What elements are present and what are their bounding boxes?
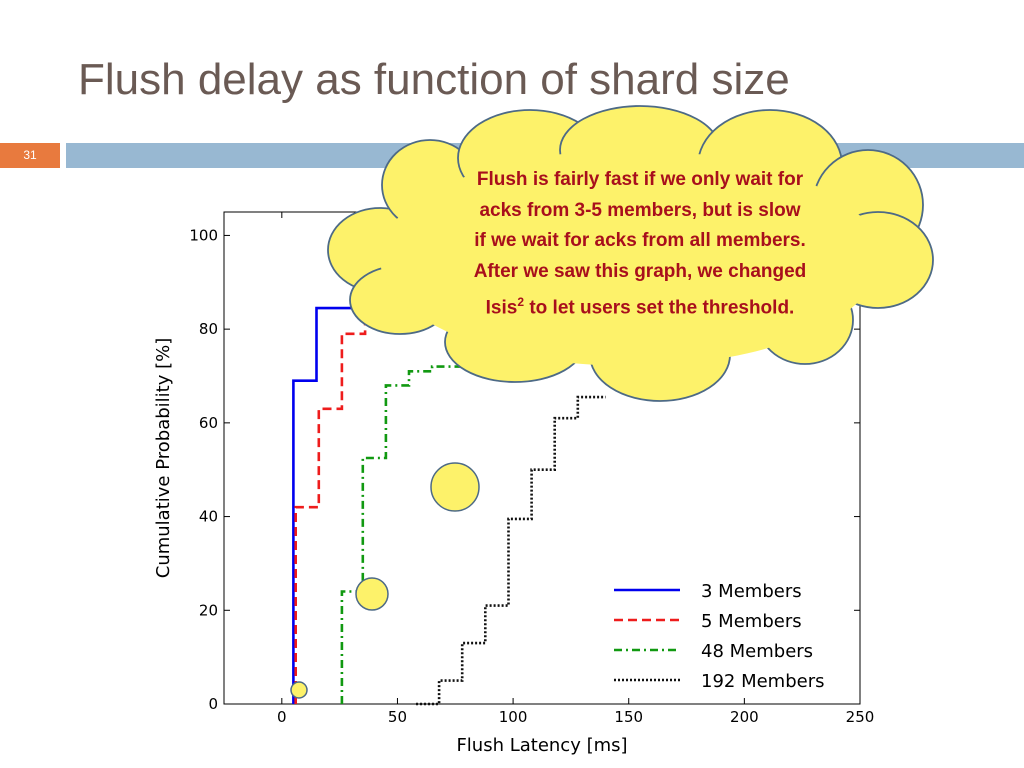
x-tick-label: 100	[499, 708, 528, 726]
x-tick-label: 250	[846, 708, 875, 726]
callout-line-5: Isis2 to let users set the threshold.	[420, 287, 860, 324]
x-tick-label: 150	[614, 708, 643, 726]
callout-line-5-rest: to let users set the threshold.	[524, 297, 795, 319]
x-axis-label: Flush Latency [ms]	[456, 735, 627, 756]
y-tick-label: 20	[199, 601, 218, 619]
callout-text: Flush is fairly fast if we only wait for…	[420, 165, 860, 324]
y-tick-label: 80	[199, 320, 218, 338]
thought-bubbles	[290, 462, 480, 699]
y-tick-label: 60	[199, 414, 218, 432]
legend-label: 5 Members	[701, 611, 802, 632]
thought-bubble-small	[290, 681, 308, 699]
callout-line-1: Flush is fairly fast if we only wait for	[476, 169, 804, 190]
thought-cloud-fill	[380, 150, 880, 366]
callout-line-2: acks from 3-5 members, but is slow	[479, 199, 801, 221]
y-axis-label: Cumulative Probability [%]	[153, 338, 174, 578]
legend-label: 3 Members	[701, 581, 802, 602]
series-line-4	[416, 395, 606, 706]
y-tick-label: 40	[199, 508, 218, 526]
slide-number-box	[0, 143, 60, 168]
thought-bubble-large	[430, 462, 480, 512]
callout-isis: Isis	[485, 297, 518, 319]
legend-label: 192 Members	[701, 671, 825, 692]
y-tick-label: 100	[189, 226, 218, 244]
slide-title: Flush delay as function of shard size	[78, 55, 790, 104]
slide-number: 31	[23, 148, 37, 162]
series-line-3	[340, 365, 467, 704]
x-tick-label: 200	[730, 708, 759, 726]
x-tick-label: 0	[277, 708, 287, 726]
series-line-1	[292, 306, 386, 704]
callout-superscript: 2	[517, 295, 525, 309]
callout-line-3: if we wait for acks from all members.	[474, 230, 806, 251]
x-tick-label: 50	[388, 708, 407, 726]
legend-label: 48 Members	[701, 641, 813, 662]
legend: 3 Members 5 Members 48 Members 192 Members	[614, 581, 825, 692]
thought-bubble-medium	[355, 577, 389, 611]
callout-line-4: After we saw this graph, we changed	[473, 260, 807, 282]
y-tick-label: 0	[208, 695, 218, 713]
